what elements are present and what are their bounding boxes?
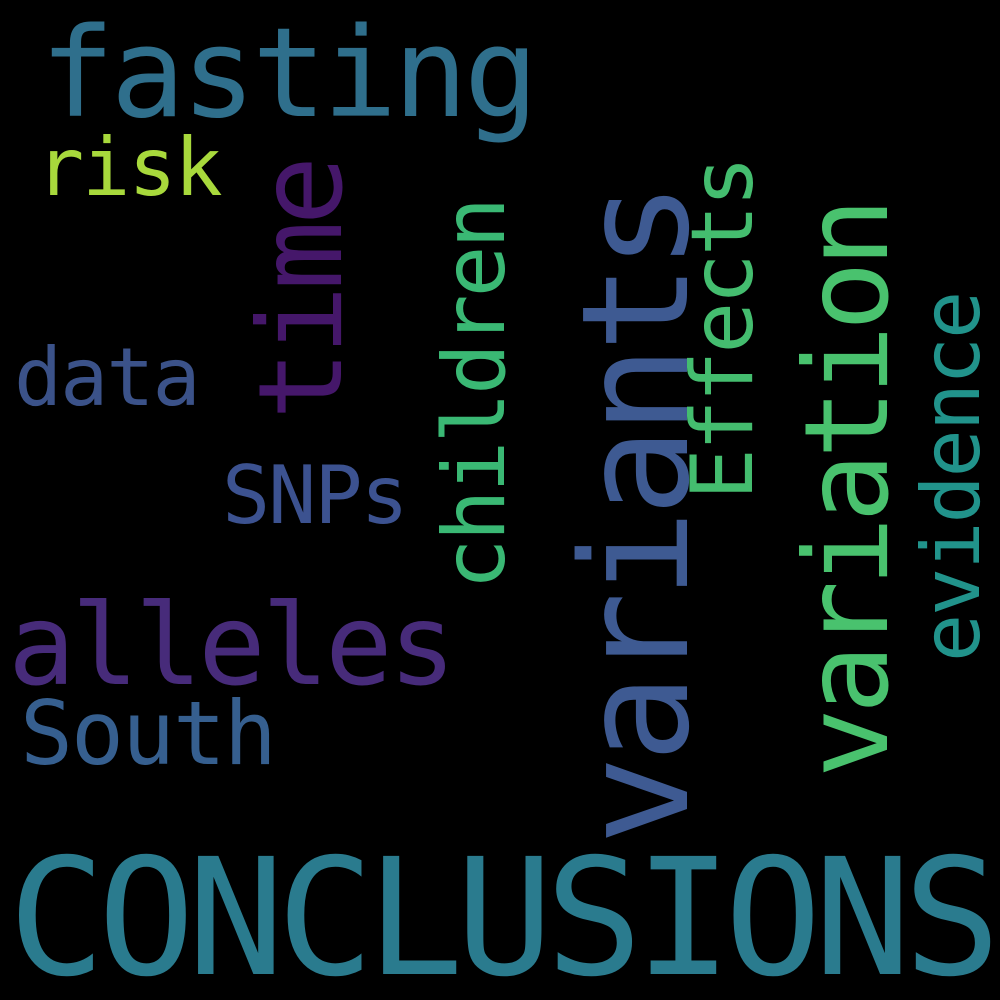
word-time: time	[234, 160, 369, 420]
word-variation: variation	[780, 203, 915, 778]
word-snps: SNPs	[222, 449, 409, 542]
word-risk: risk	[36, 121, 223, 214]
word-effects: Effects	[673, 158, 773, 500]
word-fasting: fasting	[40, 2, 539, 146]
word-children: children	[425, 199, 525, 590]
word-evidence: evidence	[905, 292, 998, 662]
word-conclusions: CONCLUSIONS	[8, 825, 1000, 1000]
word-data: data	[14, 331, 201, 424]
word-alleles: alleles	[8, 581, 456, 711]
word-south: South	[20, 682, 277, 785]
